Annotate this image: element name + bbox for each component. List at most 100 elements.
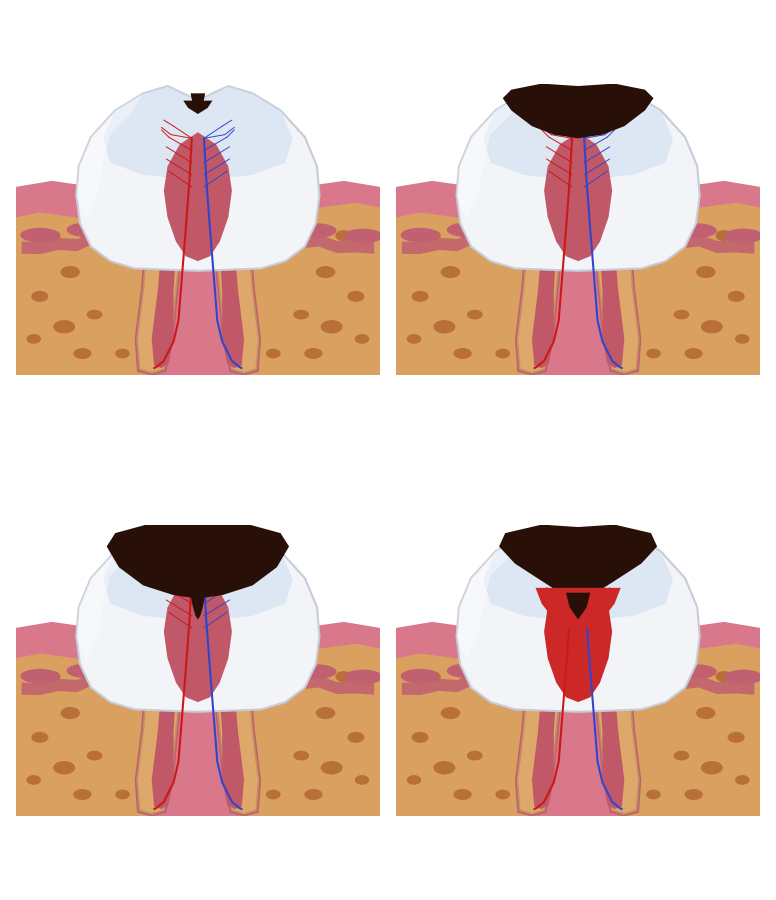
Ellipse shape xyxy=(424,230,441,241)
Ellipse shape xyxy=(31,732,48,742)
Polygon shape xyxy=(76,535,144,661)
Ellipse shape xyxy=(320,320,342,333)
Ellipse shape xyxy=(467,751,483,760)
Polygon shape xyxy=(402,215,754,254)
Ellipse shape xyxy=(20,669,59,683)
Ellipse shape xyxy=(316,266,335,278)
Polygon shape xyxy=(137,244,180,373)
Ellipse shape xyxy=(115,789,130,799)
Ellipse shape xyxy=(293,751,309,760)
Polygon shape xyxy=(600,688,625,809)
Ellipse shape xyxy=(335,671,352,682)
Polygon shape xyxy=(228,202,380,375)
Ellipse shape xyxy=(335,230,352,241)
Ellipse shape xyxy=(434,320,456,333)
Ellipse shape xyxy=(316,707,335,719)
Polygon shape xyxy=(594,685,641,816)
Ellipse shape xyxy=(407,775,421,785)
Ellipse shape xyxy=(495,789,510,799)
Polygon shape xyxy=(151,688,176,809)
Ellipse shape xyxy=(400,669,439,683)
Polygon shape xyxy=(396,644,548,816)
Polygon shape xyxy=(213,685,261,816)
Polygon shape xyxy=(191,94,205,112)
Polygon shape xyxy=(456,94,523,220)
Polygon shape xyxy=(608,644,760,816)
Ellipse shape xyxy=(701,320,722,333)
Polygon shape xyxy=(396,644,542,699)
Polygon shape xyxy=(515,685,563,816)
Ellipse shape xyxy=(344,670,383,684)
Ellipse shape xyxy=(539,656,578,670)
Polygon shape xyxy=(483,86,673,181)
Ellipse shape xyxy=(43,230,61,241)
Ellipse shape xyxy=(87,751,102,760)
Polygon shape xyxy=(402,656,754,695)
Ellipse shape xyxy=(715,671,733,682)
Ellipse shape xyxy=(585,215,625,230)
Ellipse shape xyxy=(735,334,750,344)
Polygon shape xyxy=(456,86,700,271)
Polygon shape xyxy=(135,244,182,375)
Polygon shape xyxy=(22,215,374,254)
Ellipse shape xyxy=(67,663,106,678)
Polygon shape xyxy=(216,685,258,814)
Ellipse shape xyxy=(26,775,41,785)
Polygon shape xyxy=(16,622,380,816)
Ellipse shape xyxy=(407,334,421,344)
Polygon shape xyxy=(76,86,320,271)
Ellipse shape xyxy=(159,656,198,670)
Ellipse shape xyxy=(674,751,689,760)
Polygon shape xyxy=(515,244,563,375)
Polygon shape xyxy=(608,202,760,375)
Ellipse shape xyxy=(54,761,75,774)
Polygon shape xyxy=(456,535,523,661)
Ellipse shape xyxy=(728,291,745,302)
Polygon shape xyxy=(16,202,161,258)
Polygon shape xyxy=(164,573,232,702)
Ellipse shape xyxy=(54,320,75,333)
Polygon shape xyxy=(164,132,232,261)
Ellipse shape xyxy=(539,215,578,230)
Polygon shape xyxy=(475,546,681,701)
Ellipse shape xyxy=(677,223,717,238)
Ellipse shape xyxy=(61,266,80,278)
Ellipse shape xyxy=(400,228,439,242)
Ellipse shape xyxy=(434,761,456,774)
Polygon shape xyxy=(532,688,556,809)
Polygon shape xyxy=(220,688,244,809)
Ellipse shape xyxy=(31,291,48,302)
Polygon shape xyxy=(503,84,653,139)
Ellipse shape xyxy=(73,348,92,359)
Ellipse shape xyxy=(205,215,244,230)
Polygon shape xyxy=(600,248,625,368)
Polygon shape xyxy=(456,527,700,712)
Ellipse shape xyxy=(344,229,383,243)
Polygon shape xyxy=(216,244,258,373)
Polygon shape xyxy=(151,248,176,368)
Ellipse shape xyxy=(728,732,745,742)
Polygon shape xyxy=(213,244,261,375)
Polygon shape xyxy=(396,181,760,375)
Polygon shape xyxy=(22,656,374,695)
Ellipse shape xyxy=(632,219,670,233)
Ellipse shape xyxy=(453,348,472,359)
Ellipse shape xyxy=(113,218,151,232)
Ellipse shape xyxy=(696,707,715,719)
Ellipse shape xyxy=(424,671,441,682)
Ellipse shape xyxy=(355,775,369,785)
Polygon shape xyxy=(544,573,612,702)
Ellipse shape xyxy=(355,334,369,344)
Ellipse shape xyxy=(61,707,80,719)
Polygon shape xyxy=(396,202,542,258)
Ellipse shape xyxy=(467,310,483,320)
Ellipse shape xyxy=(348,291,365,302)
Polygon shape xyxy=(594,244,641,375)
Ellipse shape xyxy=(297,664,337,679)
Polygon shape xyxy=(95,546,301,701)
Ellipse shape xyxy=(632,660,670,674)
Ellipse shape xyxy=(304,789,323,800)
Ellipse shape xyxy=(696,266,715,278)
Polygon shape xyxy=(16,644,161,699)
Ellipse shape xyxy=(453,789,472,800)
